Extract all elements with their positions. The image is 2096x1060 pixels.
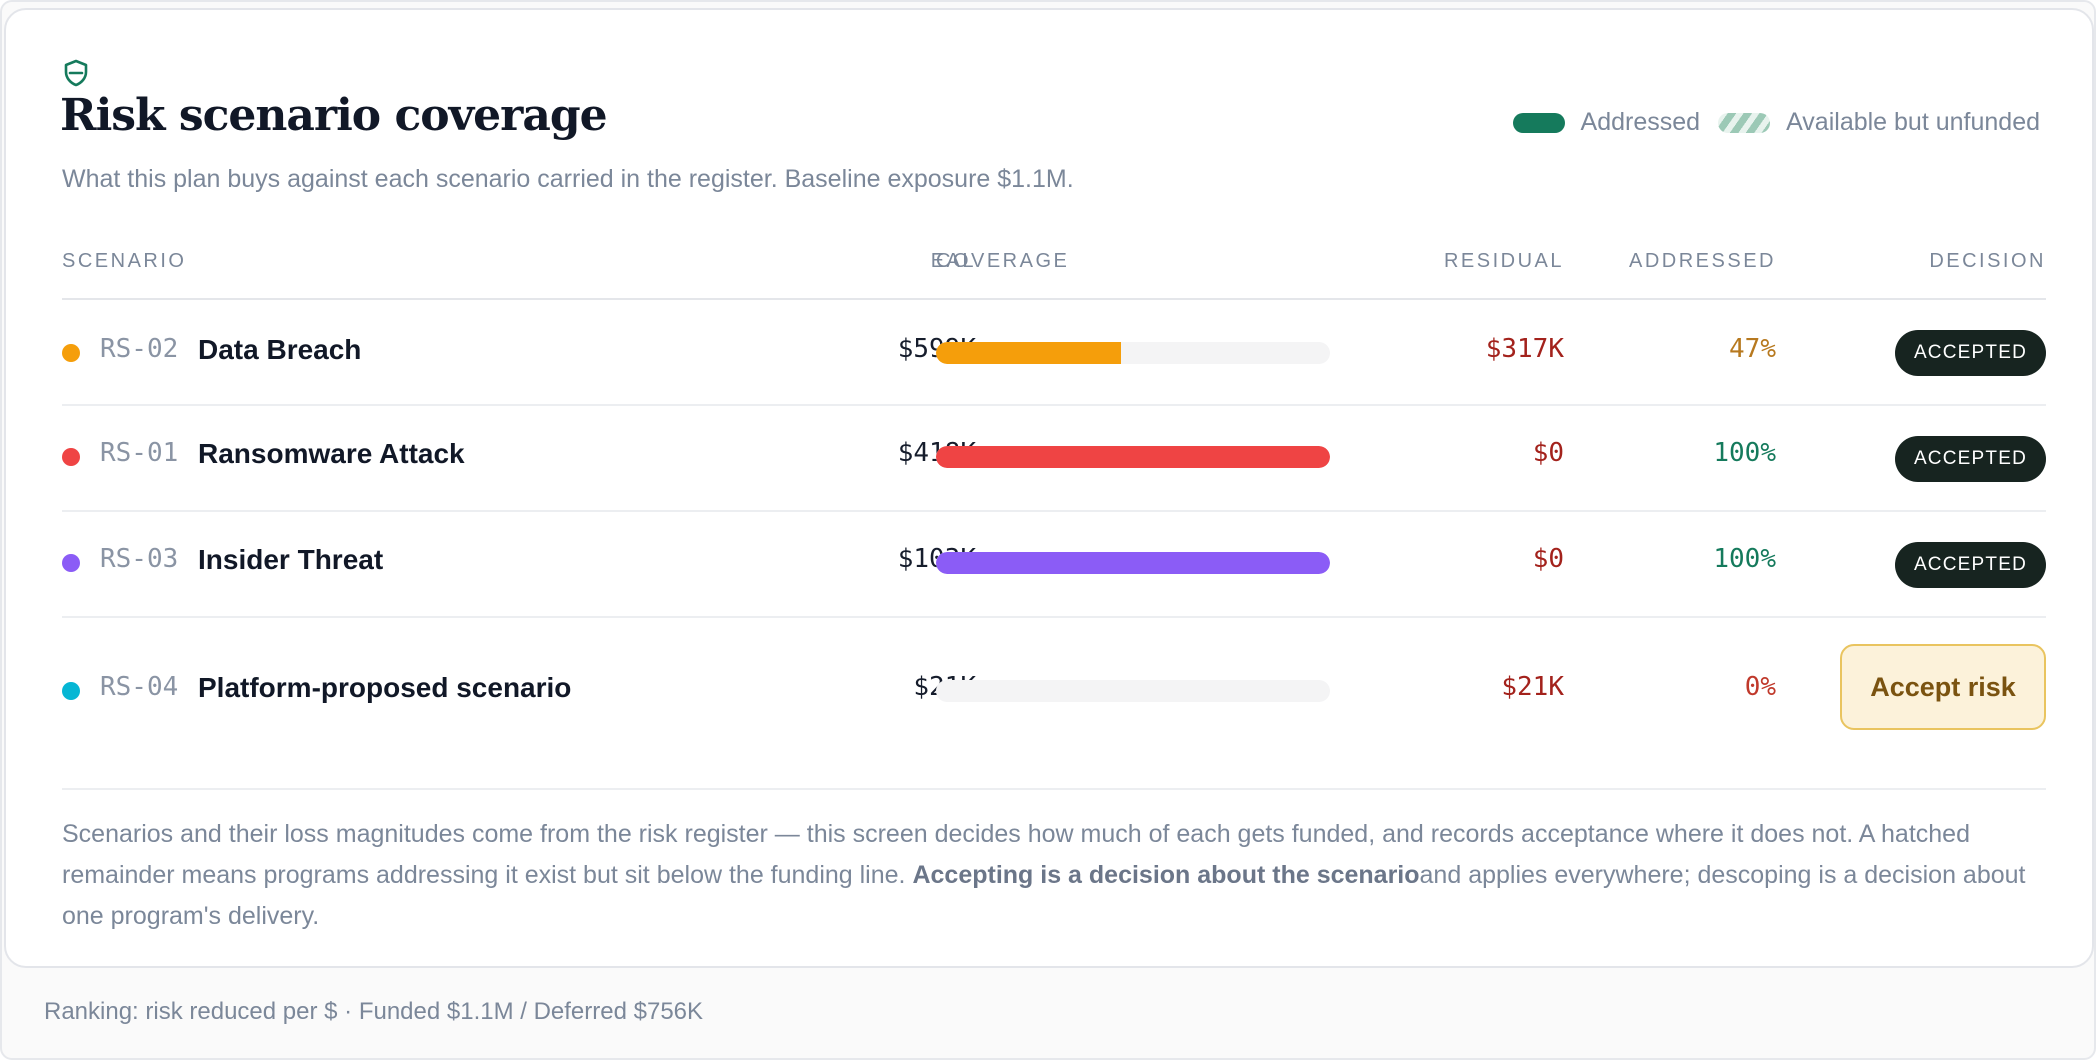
legend-addressed-label: Addressed [1580, 108, 1701, 136]
footnote-text-end: and applies everywhere; descoping is a d… [62, 861, 2026, 930]
scenario-color-dot [62, 682, 80, 700]
scenario-code: RS-01 [100, 438, 179, 468]
column-header-residual: RESIDUAL [1443, 250, 1564, 272]
page-subtitle: What this plan buys against each scenari… [62, 165, 1074, 193]
legend-addressed-swatch [1512, 112, 1565, 133]
decision-badge-accepted: ACCEPTED [1894, 330, 2046, 376]
addressed-percent: 100% [1713, 438, 1776, 468]
addressed-percent: 0% [1744, 672, 1776, 702]
residual-value: $0 [1532, 544, 1564, 574]
accept-risk-button[interactable]: Accept risk [1840, 644, 2046, 730]
coverage-footnote: Scenarios and their loss magnitudes come… [62, 814, 2046, 937]
ranking-summary: Ranking: risk reduced per $ · Funded $1.… [44, 998, 704, 1025]
footnote-emphasis: Accepting is a decision about the scenar… [912, 861, 1420, 889]
table-row: RS-02 Data Breach $599K $317K 47% ACCEPT… [62, 300, 2046, 406]
column-header-addressed: ADDRESSED [1629, 250, 1776, 272]
coverage-bar [936, 552, 1330, 574]
coverage-bar [936, 680, 1330, 702]
residual-value: $0 [1532, 438, 1564, 468]
residual-value: $21K [1501, 672, 1564, 702]
legend: Addressed Available but unfunded [1512, 108, 2040, 137]
coverage-bar [936, 342, 1330, 364]
column-header-eal: EAL [930, 250, 976, 272]
coverage-bar-fill [936, 446, 1330, 468]
column-header-coverage: COVERAGE [936, 250, 1070, 272]
legend-unfunded-label: Available but unfunded [1786, 108, 2040, 136]
decision-badge-accepted: ACCEPTED [1894, 542, 2046, 588]
scenario-color-dot [62, 554, 80, 572]
decision-badge-accepted: ACCEPTED [1894, 436, 2046, 482]
residual-value: $317K [1485, 334, 1564, 364]
page-title: Risk scenario coverage [60, 90, 608, 141]
column-header-decision: DECISION [1929, 250, 2046, 272]
scenario-code: RS-03 [100, 544, 179, 574]
scenario-code: RS-04 [100, 672, 179, 702]
scenario-name: Ransomware Attack [198, 438, 465, 469]
table-header: SCENARIO EAL COVERAGE RESIDUAL ADDRESSED… [62, 250, 2046, 300]
table-row: RS-01 Ransomware Attack $418K $0 100% AC… [62, 406, 2046, 512]
addressed-percent: 100% [1713, 544, 1776, 574]
coverage-bar-fill [936, 342, 1122, 364]
column-header-scenario: SCENARIO [62, 250, 187, 272]
table-row: RS-04 Platform-proposed scenario $21K $2… [62, 618, 2046, 790]
scenario-name: Data Breach [198, 334, 362, 365]
shield-icon [64, 59, 88, 87]
footnote-text: Scenarios and their loss magnitudes come… [62, 820, 1970, 889]
addressed-percent: 47% [1729, 334, 1776, 364]
coverage-bar [936, 446, 1330, 468]
coverage-card: Risk scenario coverage What this plan bu… [4, 8, 2094, 968]
scenario-name: Insider Threat [198, 544, 384, 575]
scenario-color-dot [62, 448, 80, 466]
scenario-name: Platform-proposed scenario [198, 672, 572, 703]
scenario-code: RS-02 [100, 334, 179, 364]
table-row: RS-03 Insider Threat $103K $0 100% ACCEP… [62, 512, 2046, 618]
scenario-color-dot [62, 344, 80, 362]
legend-unfunded-swatch [1718, 112, 1771, 133]
coverage-bar-fill [936, 552, 1330, 574]
